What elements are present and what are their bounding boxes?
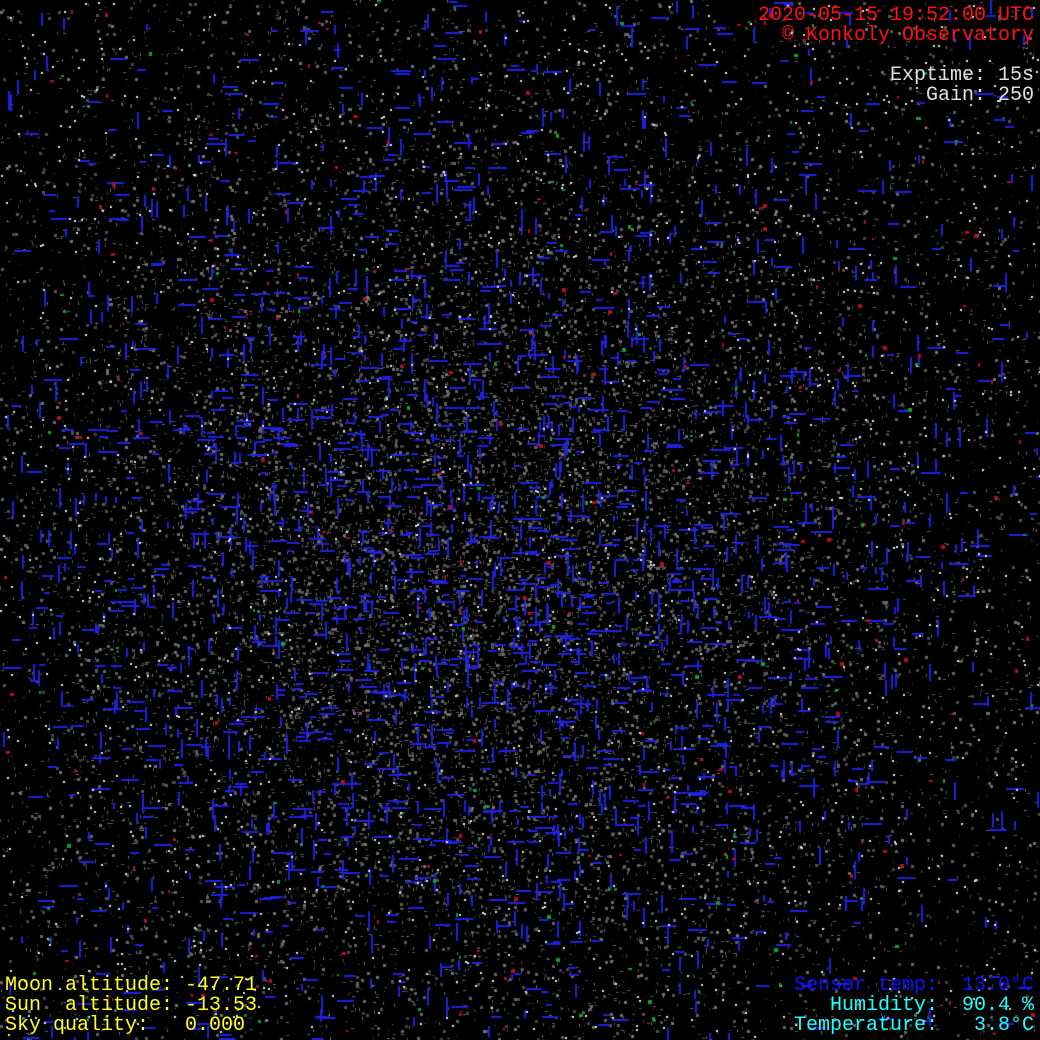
gain: Gain: 250 (925, 84, 1034, 107)
exptime: Exptime: 15s (889, 64, 1034, 87)
timestamp: 2020-05-15 19:52:00 UTC (757, 4, 1034, 27)
moon-altitude: Moon altitude: -47.71 (5, 974, 258, 997)
temperature: Temperature: 3.8°C (793, 1014, 1034, 1037)
sky-quality: Sky quality: 0.000 (5, 1014, 246, 1037)
sensor-temp: Sensor temp: 13.0°C (793, 974, 1034, 997)
humidity: Humidity: 90.4 % (829, 994, 1034, 1017)
sun-altitude: Sun altitude: -13.53 (5, 994, 258, 1017)
copyright: © Konkoly Observatory (781, 24, 1034, 47)
